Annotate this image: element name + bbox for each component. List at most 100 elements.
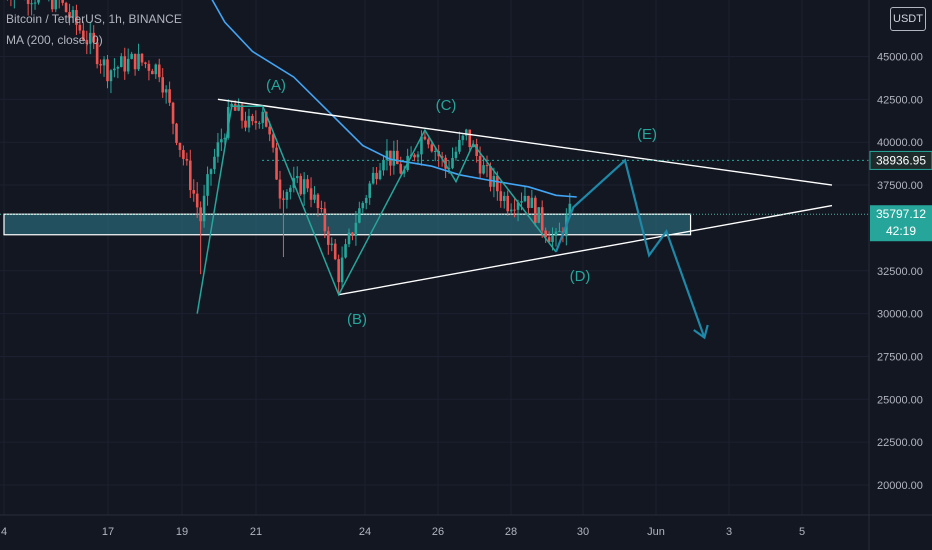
- candle-body: [447, 167, 451, 169]
- candle-body: [392, 150, 396, 166]
- candles: [6, 0, 572, 294]
- candle-body: [33, 2, 37, 4]
- price-tick-label: 25000.00: [877, 394, 923, 406]
- candle-body: [378, 170, 382, 180]
- last-price-text: 35797.12: [876, 207, 926, 221]
- candle-body: [402, 170, 406, 174]
- grid: [0, 0, 869, 515]
- candle-body: [182, 149, 185, 159]
- candle-body: [147, 63, 151, 71]
- projection-price-text: 38936.95: [876, 153, 926, 167]
- candle-body: [189, 160, 192, 191]
- candle-body: [454, 151, 458, 158]
- candle-body: [440, 156, 444, 158]
- candle-body: [247, 115, 251, 128]
- time-axis[interactable]: 4 17 19 21 24 26 28 30 Jun 3 5: [1, 526, 805, 538]
- candle-body: [161, 77, 164, 93]
- candle-body: [206, 174, 209, 196]
- candle-body: [323, 208, 327, 232]
- candle-body: [278, 179, 282, 199]
- candle-body: [151, 70, 154, 75]
- candle-body: [254, 121, 258, 123]
- price-axis[interactable]: 45000.00 42500.00 40000.00 37500.00 32500.00…: [877, 52, 923, 493]
- candle-body: [295, 175, 299, 179]
- candle-body: [202, 195, 206, 222]
- candle-body: [375, 172, 378, 180]
- candle-body: [385, 150, 389, 160]
- candle-body: [126, 58, 130, 72]
- candle-body: [99, 64, 102, 66]
- candle-body: [458, 139, 461, 152]
- indicator-legend[interactable]: MA (200, close, 0): [6, 33, 103, 47]
- candle-body: [285, 191, 289, 200]
- candle-body: [337, 259, 340, 283]
- candle-body: [468, 129, 472, 148]
- candle-body: [527, 195, 530, 208]
- candle-body: [399, 164, 403, 174]
- candle-body: [475, 144, 478, 156]
- candle-body: [116, 67, 120, 69]
- candle-body: [168, 89, 171, 103]
- price-tick-label: 37500.00: [877, 180, 923, 192]
- candle-body: [106, 59, 109, 82]
- candle-body: [482, 165, 485, 174]
- wave-label: (E): [637, 126, 657, 143]
- candle-body: [275, 147, 278, 180]
- candle-body: [558, 231, 561, 233]
- candle-body: [30, 3, 33, 5]
- candle-body: [540, 207, 544, 231]
- trend-lines: [0, 98, 869, 296]
- symbol-legend[interactable]: Bitcoin / TetherUS, 1h, BINANCE: [6, 12, 182, 26]
- candle-body: [371, 172, 375, 184]
- candle-body: [451, 157, 454, 168]
- candle-body: [95, 42, 99, 65]
- candle-body: [361, 203, 365, 209]
- price-tick-label: 40000.00: [877, 137, 923, 149]
- candle-body: [433, 151, 437, 153]
- candle-body: [509, 209, 513, 212]
- candle-body: [537, 207, 541, 223]
- candle-body: [302, 179, 306, 195]
- wave-label: (D): [570, 268, 591, 285]
- candle-body: [465, 129, 468, 136]
- time-tick-label: 21: [250, 526, 262, 538]
- candle-body: [171, 102, 175, 124]
- candle-body: [92, 32, 95, 43]
- candle-body: [351, 232, 354, 237]
- candle-body: [258, 122, 261, 124]
- candle-body: [233, 103, 237, 111]
- candle-body: [496, 176, 499, 192]
- candle-body: [244, 120, 247, 128]
- candle-body: [516, 202, 520, 210]
- candle-body: [164, 89, 168, 93]
- candle-body: [26, 0, 30, 4]
- support-zone: [3, 213, 692, 236]
- candle-body: [430, 144, 434, 152]
- candle-body: [237, 104, 240, 111]
- wave-label: (A): [266, 77, 286, 94]
- projection: [554, 158, 709, 340]
- candle-body: [478, 155, 482, 174]
- candle-body: [306, 179, 309, 189]
- time-tick-label: 4: [1, 526, 7, 538]
- candle-body: [327, 231, 330, 245]
- candle-body: [195, 193, 199, 208]
- candle-body: [102, 59, 106, 66]
- time-tick-label: 24: [359, 526, 371, 538]
- currency-button[interactable]: USDT: [890, 7, 926, 31]
- wave-labels: (A) (B) (C) (D) (E): [266, 77, 657, 328]
- candle-body: [427, 139, 430, 145]
- candle-body: [133, 53, 137, 70]
- projection-path: [554, 158, 706, 338]
- candle-body: [71, 10, 75, 18]
- trend-line-resistance: [217, 98, 833, 186]
- candle-body: [347, 232, 351, 245]
- candle-body: [354, 222, 358, 237]
- time-tick-label: 17: [102, 526, 114, 538]
- projection-price-badge: [869, 150, 932, 170]
- price-tick-label: 30000.00: [877, 309, 923, 321]
- candle-body: [520, 201, 523, 203]
- candle-body: [37, 0, 40, 3]
